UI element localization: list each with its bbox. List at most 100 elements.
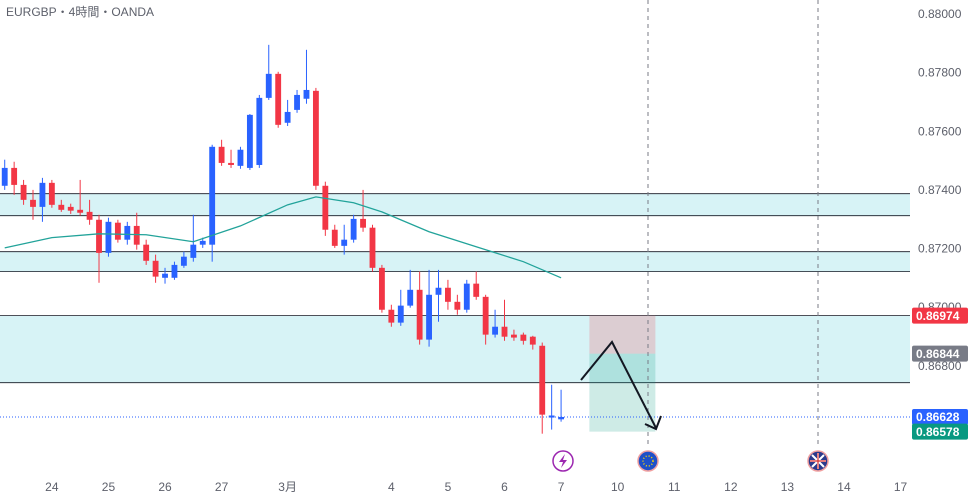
zone: [0, 193, 910, 216]
candle-body: [105, 221, 112, 253]
candle-body: [162, 273, 168, 278]
price-label: 0.86844: [916, 347, 960, 361]
candle-body: [539, 345, 546, 415]
candle-body: [482, 296, 489, 335]
zone: [0, 315, 910, 383]
x-tick-label: 3月: [278, 480, 297, 494]
y-tick-label: 0.87600: [918, 124, 962, 138]
candle-body: [265, 73, 272, 98]
candle-body: [237, 149, 244, 166]
candle-body: [397, 305, 404, 323]
event-icon[interactable]: [552, 450, 574, 472]
stop-zone: [589, 315, 656, 354]
price-label: 0.86974: [916, 309, 960, 323]
event-icon[interactable]: [807, 450, 829, 472]
candle-body: [180, 256, 187, 266]
candle-body: [209, 146, 216, 245]
candle-body: [246, 114, 253, 168]
candle-body: [256, 97, 263, 165]
candle-body: [350, 218, 357, 240]
candle-body: [284, 111, 291, 123]
candle-body: [445, 287, 451, 302]
zone: [0, 251, 910, 272]
candle-body: [124, 225, 131, 240]
candle-body: [558, 416, 565, 420]
candle-body: [416, 289, 423, 340]
zones: [0, 193, 910, 432]
x-tick-label: 24: [45, 480, 59, 494]
candle-body: [435, 287, 442, 295]
x-tick-label: 7: [558, 480, 565, 494]
candle-body: [388, 309, 395, 323]
candle-body: [171, 264, 178, 278]
candle-body: [48, 182, 55, 205]
candle-body: [303, 89, 310, 99]
price-label: 0.86578: [916, 425, 960, 439]
price-label-bg: [912, 307, 968, 324]
candle-body: [426, 294, 432, 340]
candle-body: [190, 244, 197, 258]
x-tick-label: 17: [894, 480, 908, 494]
candle-body: [360, 218, 366, 228]
candle-body: [322, 185, 329, 230]
candle-body: [529, 336, 536, 345]
candle-body: [77, 209, 84, 213]
y-tick-label: 0.88000: [918, 7, 962, 21]
event-icon[interactable]: [637, 450, 659, 472]
x-tick-label: 12: [724, 480, 738, 494]
candle-body: [199, 240, 206, 245]
candle-body: [218, 146, 225, 163]
candle-body: [492, 326, 499, 335]
candle-body: [341, 239, 348, 246]
price-label-bg: [912, 408, 968, 425]
candles: [0, 44, 910, 434]
x-tick-label: 5: [445, 480, 452, 494]
candle-body: [294, 94, 300, 110]
candle-body: [548, 415, 555, 418]
candle-body: [501, 326, 508, 337]
candle-body: [133, 225, 140, 245]
candle-body: [96, 219, 102, 253]
candle-body: [39, 182, 46, 207]
candle-body: [30, 199, 36, 207]
candle-body: [1, 167, 8, 186]
chart-title: EURGBP・4時間・OANDA: [6, 5, 154, 19]
candle-body: [275, 73, 282, 125]
candle-body: [152, 260, 159, 277]
candle-body: [20, 184, 27, 200]
candle-body: [312, 90, 319, 186]
candle-body: [473, 283, 480, 297]
candle-body: [463, 283, 470, 310]
x-tick-label: 11: [668, 480, 681, 494]
candle-body: [228, 162, 234, 165]
candle-body: [511, 334, 517, 338]
candle-body: [331, 229, 338, 246]
candle-body: [58, 204, 65, 210]
candle-body: [454, 301, 461, 310]
price-label: 0.86628: [916, 410, 960, 424]
price-label-bg: [912, 345, 968, 362]
candle-body: [369, 227, 376, 268]
x-tick-label: 13: [781, 480, 795, 494]
candle-body: [11, 167, 18, 185]
price-label-bg: [912, 423, 968, 440]
x-tick-label: 26: [158, 480, 172, 494]
candle-body: [378, 267, 385, 310]
y-tick-label: 0.87800: [918, 66, 962, 80]
y-tick-label: 0.87200: [918, 242, 962, 256]
y-tick-label: 0.86800: [918, 359, 962, 373]
target-zone: [589, 353, 656, 432]
moving-average: [4, 196, 562, 279]
arrow-head: [644, 415, 662, 431]
x-tick-label: 4: [388, 480, 395, 494]
x-tick-label: 14: [837, 480, 851, 494]
candle-body: [114, 222, 121, 240]
x-tick-label: 27: [215, 480, 229, 494]
candle-body: [520, 334, 527, 341]
x-tick-label: 10: [611, 480, 625, 494]
candle-body: [86, 211, 93, 220]
candle-body: [67, 206, 74, 211]
y-tick-label: 0.87400: [918, 183, 962, 197]
